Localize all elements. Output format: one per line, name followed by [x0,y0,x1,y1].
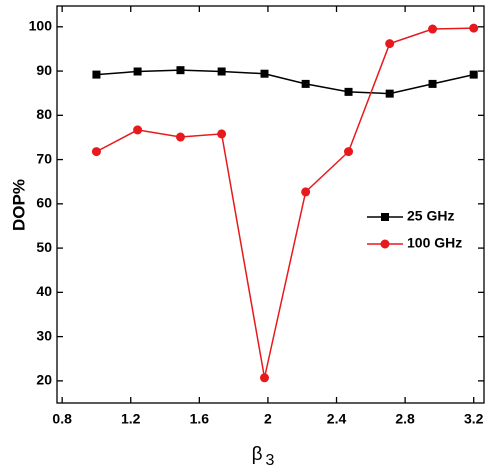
y-tick-label: 40 [36,283,52,299]
y-tick-label: 60 [36,195,52,211]
x-tick-label: 2.4 [327,411,347,427]
data-point [176,66,185,75]
x-tick-label: 0.8 [52,411,72,427]
data-point [259,373,269,383]
data-point [469,70,478,79]
y-tick-label: 100 [29,18,53,34]
data-point [175,132,185,142]
y-axis-label: DOP% [9,179,28,231]
data-point [217,67,226,76]
legend-marker [380,239,390,249]
y-tick-label: 20 [36,372,52,388]
x-tick-label: 3.2 [464,411,484,427]
series-line [96,69,474,95]
legend-label: 25 GHz [407,208,454,224]
legend-label: 100 GHz [407,235,462,251]
data-point [301,187,311,197]
y-tick-label: 30 [36,327,52,343]
data-point [91,147,101,157]
series-line [96,27,474,378]
y-tick-label: 70 [36,150,52,166]
data-point [133,67,142,76]
y-tick-label: 50 [36,239,52,255]
data-point [469,23,479,33]
data-point [344,147,354,157]
data-point [428,24,438,34]
x-tick-label: 2.8 [395,411,415,427]
data-point [428,79,437,88]
x-label-subscript: 3 [266,452,275,469]
data-point [133,125,143,135]
data-point [385,89,394,98]
y-tick-label: 80 [36,106,52,122]
data-point [344,87,353,96]
x-tick-label: 1.2 [121,411,141,427]
x-label-main: β [252,444,263,465]
data-point [92,70,101,79]
y-tick-label: 90 [36,62,52,78]
data-point [260,69,269,78]
data-point [385,39,395,49]
data-point [301,79,310,88]
x-tick-label: 2 [264,411,272,427]
data-point [217,129,227,139]
legend-marker [381,213,389,221]
x-tick-label: 1.6 [190,411,210,427]
plot-frame [56,5,485,404]
